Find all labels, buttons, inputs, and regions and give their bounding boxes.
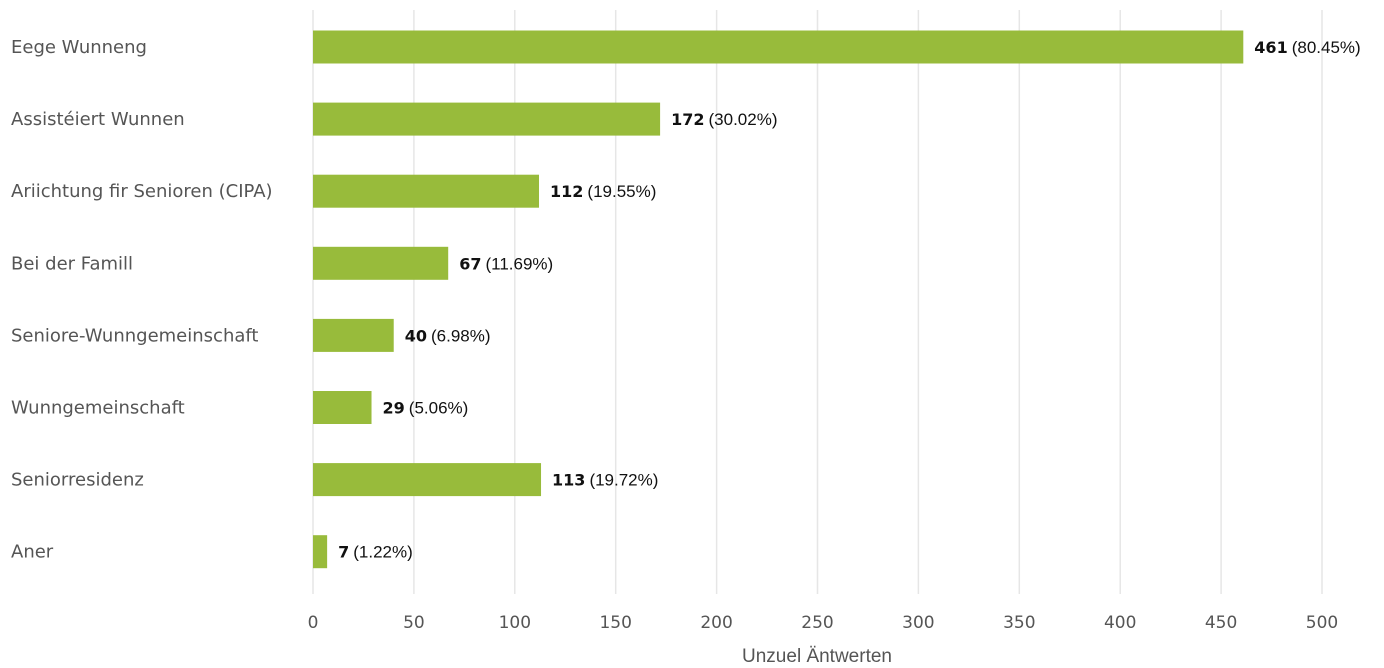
value-percent: (80.45%): [1292, 38, 1361, 57]
grid-lines: [312, 10, 1323, 594]
value-percent: (5.06%): [409, 399, 469, 418]
bar: [313, 30, 1244, 64]
value-label: 112 (19.55%): [550, 182, 656, 201]
value-percent: (1.22%): [353, 543, 413, 562]
category-label: Eege Wunneng: [11, 37, 147, 58]
x-tick-label: 500: [1306, 613, 1338, 633]
x-tick-label: 100: [499, 613, 531, 633]
bar: [313, 391, 372, 424]
category-label: Seniore-Wunngemeinschaft: [11, 325, 258, 346]
bar: [313, 246, 449, 280]
category-label: Bei der Famill: [11, 253, 133, 274]
bars: [313, 30, 1244, 569]
x-tick-label: 450: [1205, 613, 1237, 633]
category-labels: Eege Wunneng Assistéiert Wunnen Ariichtung…: [11, 37, 273, 563]
x-tick-label: 0: [308, 613, 319, 633]
x-tick-label: 250: [801, 613, 833, 633]
category-label: Wunngemeinschaft: [11, 398, 185, 419]
bar: [313, 318, 394, 352]
value-label: 113 (19.72%): [552, 471, 658, 490]
value-percent: (19.72%): [589, 471, 658, 490]
x-tick-label: 300: [902, 613, 934, 633]
bar: [313, 174, 540, 208]
value-label: 172 (30.02%): [671, 110, 777, 129]
bar: [313, 535, 328, 569]
value-count: 172: [671, 110, 704, 129]
x-tick-label: 200: [700, 613, 732, 633]
bar: [313, 102, 661, 136]
x-tick-label: 150: [599, 613, 631, 633]
x-tick-label: 350: [1003, 613, 1035, 633]
x-tick-label: 400: [1104, 613, 1136, 633]
value-count: 113: [552, 471, 585, 490]
x-tick-label: 50: [403, 613, 425, 633]
value-count: 29: [383, 399, 405, 418]
value-labels: 461 (80.45%) 172 (30.02%) 112 (19.55%) 67 (11.6…: [338, 38, 1361, 562]
bar: [313, 463, 542, 497]
category-label: Ariichtung fir Senioren (CIPA): [11, 181, 273, 202]
value-count: 67: [459, 254, 481, 273]
value-count: 112: [550, 182, 583, 201]
value-label: 67 (11.69%): [459, 254, 553, 273]
value-percent: (6.98%): [431, 326, 491, 345]
value-label: 29 (5.06%): [383, 399, 469, 418]
x-tick-labels: 0 50 100 150 200 250 300 350 400 450 500: [308, 613, 1339, 633]
value-percent: (30.02%): [709, 110, 778, 129]
value-percent: (19.55%): [587, 182, 656, 201]
value-count: 7: [338, 543, 349, 562]
category-label: Seniorresidenz: [11, 470, 144, 491]
value-count: 40: [405, 326, 427, 345]
value-count: 461: [1254, 38, 1287, 57]
value-percent: (11.69%): [485, 254, 553, 273]
value-label: 40 (6.98%): [405, 326, 491, 345]
category-label: Assistéiert Wunnen: [11, 109, 185, 130]
value-label: 461 (80.45%): [1254, 38, 1360, 57]
value-label: 7 (1.22%): [338, 543, 413, 562]
x-axis-title: Unzuel Äntwerten: [742, 646, 892, 667]
category-label: Aner: [11, 542, 54, 563]
